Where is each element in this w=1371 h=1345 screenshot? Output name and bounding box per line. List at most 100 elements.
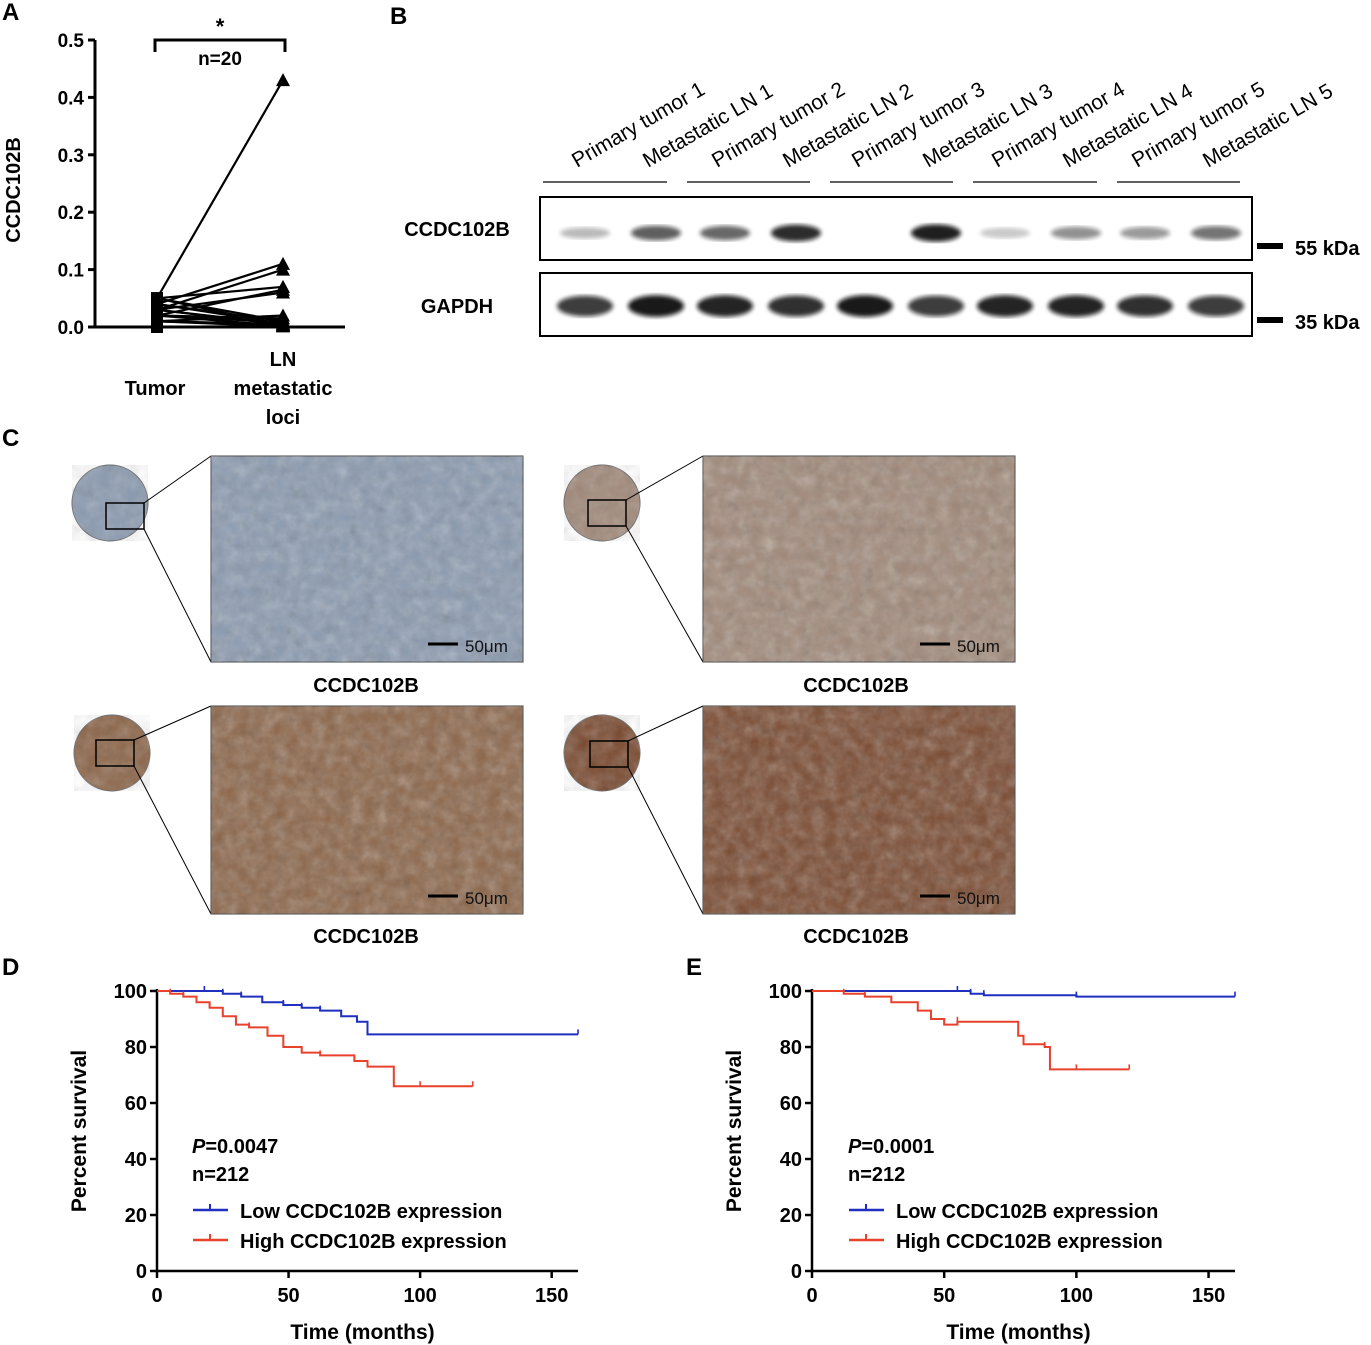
km-ytick-label: 80 — [780, 1037, 802, 1059]
gapdh-band — [977, 295, 1033, 317]
panel-letter-e: E — [686, 954, 702, 981]
ccdc102b-band — [980, 227, 1030, 239]
panel-letter-b: B — [390, 3, 407, 30]
pair-line — [156, 268, 284, 311]
ccdc102b-band — [1191, 226, 1241, 240]
panel-c: C 50μmCCDC102B50μmCCDC102B50μmCCDC102B50… — [2, 425, 1016, 948]
marker-bar-55 — [1257, 243, 1283, 249]
zoom-line — [627, 766, 704, 915]
km-ytick-label: 40 — [780, 1149, 802, 1171]
row-label-gapdh: GAPDH — [421, 296, 493, 318]
km-xtick-label: 50 — [933, 1285, 955, 1307]
zoom-line — [627, 705, 704, 742]
scale-bar-label: 50μm — [957, 637, 1000, 656]
row-label-ccdc102b: CCDC102B — [404, 219, 510, 241]
km-xlabel: Time (months) — [290, 1321, 434, 1344]
a-ytick-label: 0.0 — [58, 318, 84, 339]
d-n: n=212 — [192, 1164, 249, 1186]
e-legend-low: Low CCDC102B expression — [896, 1201, 1158, 1223]
km-xtick-label: 150 — [535, 1285, 568, 1307]
km-curve — [157, 990, 473, 1088]
ihc-caption: CCDC102B — [803, 675, 909, 697]
d-legend-low: Low CCDC102B expression — [240, 1201, 502, 1223]
panel-a-y-ticks: 0.0 0.1 0.2 0.3 0.4 0.5 — [58, 31, 95, 339]
e-legend-high: High CCDC102B expression — [896, 1231, 1163, 1253]
gapdh-band — [837, 295, 893, 317]
km-ytick-label: 0 — [136, 1261, 147, 1283]
ccdc102b-band — [560, 227, 610, 239]
scale-bar-label: 50μm — [957, 889, 1000, 908]
gapdh-band — [697, 295, 753, 317]
km-ytick-label: 80 — [125, 1037, 147, 1059]
marker-label-55: 55 kDa — [1295, 238, 1360, 260]
ccdc102b-bands — [560, 224, 1241, 242]
tma-core-texture — [564, 715, 640, 791]
km-xtick-label: 100 — [403, 1285, 436, 1307]
gapdh-band — [768, 295, 824, 317]
ccdc102b-band — [631, 225, 681, 241]
zoom-line — [133, 765, 212, 915]
km-curve — [157, 990, 578, 1036]
km-ytick-label: 100 — [114, 981, 147, 1003]
ln-point — [276, 262, 290, 276]
pair-line — [156, 308, 284, 326]
a-ytick-label: 0.5 — [58, 31, 85, 52]
ihc-micrograph-texture — [703, 706, 1015, 914]
a-ytick-label: 0.2 — [58, 203, 84, 224]
km-ylabel: Percent survival — [723, 1050, 746, 1212]
km-ytick-label: 20 — [125, 1205, 147, 1227]
km-ylabel: Percent survival — [68, 1050, 91, 1212]
significance-bracket — [153, 38, 287, 52]
zoom-line — [133, 705, 212, 741]
ihc-caption: CCDC102B — [313, 926, 419, 948]
panel-d: D 0 20 40 60 80 100 0 50 100 150 Time (months) Perc… — [2, 954, 579, 1344]
panel-a-ylabel: CCDC102B — [3, 137, 25, 243]
panel-a-n: n=20 — [198, 49, 242, 70]
ln-point — [276, 318, 290, 332]
km-ytick-label: 40 — [125, 1149, 147, 1171]
ihc-micrograph-texture — [703, 456, 1015, 662]
km-plot-d: 0 20 40 60 80 100 0 50 100 150 Time (months) Percen… — [68, 981, 579, 1344]
ihc-caption: CCDC102B — [313, 675, 419, 697]
a-ytick-label: 0.4 — [58, 88, 85, 109]
tumor-point — [151, 315, 163, 328]
pair-line — [156, 79, 284, 299]
ln-point — [276, 285, 290, 299]
ihc-images: 50μm CCDC102B 50μm CCDC102B 50μm CCDC102B 50μm… — [71, 455, 1016, 948]
pair-line — [156, 262, 284, 306]
gapdh-band — [557, 295, 613, 317]
zoom-line — [625, 455, 704, 501]
a-ytick-label: 0.1 — [58, 261, 85, 282]
km-xtick-label: 0 — [806, 1285, 817, 1307]
pair-line — [156, 297, 284, 327]
ihc-micrograph-texture — [211, 706, 523, 914]
zoom-box — [589, 740, 629, 768]
gapdh-band — [1188, 295, 1244, 317]
ln-point — [276, 73, 290, 87]
e-pvalue: P=0.0001 — [848, 1136, 934, 1158]
ccdc102b-band — [1051, 226, 1101, 240]
km-curve — [812, 990, 1130, 1071]
ihc-caption: CCDC102B — [803, 926, 909, 948]
ccdc102b-band — [700, 225, 750, 241]
d-pvalue: P=0.0047 — [192, 1136, 278, 1158]
pair-line — [156, 285, 284, 300]
gapdh-band — [1117, 295, 1173, 317]
ccdc102b-band — [771, 224, 821, 242]
km-plot-e: 0 20 40 60 80 100 0 50 100 150 Time (months) Percen… — [723, 981, 1236, 1344]
km-xtick-label: 50 — [277, 1285, 299, 1307]
scale-bar-label: 50μm — [465, 637, 508, 656]
pair-line — [156, 320, 284, 328]
e-n: n=212 — [848, 1164, 905, 1186]
zoom-line — [625, 525, 704, 663]
km-ytick-label: 0 — [791, 1261, 802, 1283]
tma-core-texture — [74, 715, 150, 791]
significance-star: * — [216, 14, 225, 39]
zoom-line — [143, 455, 212, 504]
gapdh-band — [908, 295, 964, 317]
scale-bar-label: 50μm — [465, 889, 508, 908]
zoom-box — [105, 502, 145, 530]
panel-letter-d: D — [2, 954, 19, 981]
